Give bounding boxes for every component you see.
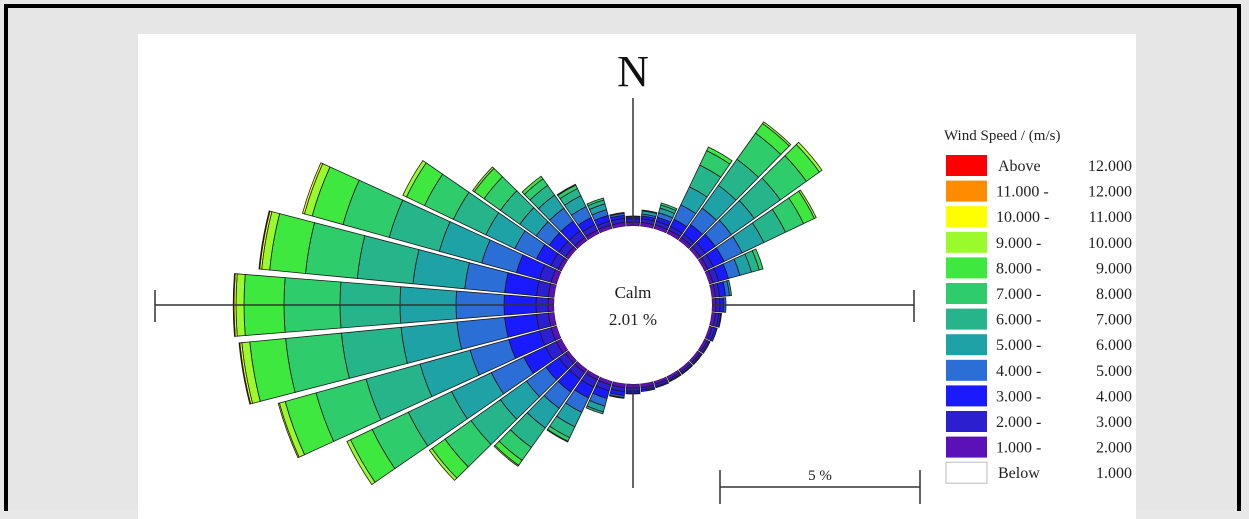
petal-segment	[402, 160, 427, 198]
legend-lower-label: 8.000 -	[996, 260, 1041, 277]
petal-segment	[726, 279, 732, 297]
petal-segment	[660, 202, 678, 212]
petal-segment	[761, 121, 792, 147]
petal-segment	[301, 162, 324, 215]
petal-segment	[717, 313, 723, 328]
legend-upper-label: 10.000	[1088, 235, 1132, 252]
petal-segment	[521, 175, 544, 196]
petal-segment	[346, 439, 376, 486]
legend-lower-label: 5.000 -	[996, 337, 1041, 354]
petal-segment	[232, 273, 236, 337]
petal-segment	[493, 444, 520, 467]
legend-lower-label: 9.000 -	[996, 235, 1041, 252]
chart-panel: N Calm 2.01 % 5 % Wind Speed / (m/s) Abo…	[138, 34, 1136, 519]
petal-segment	[586, 197, 605, 207]
petal-segment	[795, 141, 823, 173]
legend-swatch	[946, 155, 987, 176]
legend-upper-label: 9.000	[1096, 260, 1132, 277]
legend-upper-label: 7.000	[1096, 312, 1132, 329]
petal-segment	[640, 387, 656, 393]
scale-label: 5 %	[808, 468, 832, 484]
petal-segment	[609, 394, 625, 399]
legend-upper-label: 12.000	[1088, 158, 1132, 175]
petal-segment	[556, 183, 577, 196]
petal-segment	[710, 327, 718, 342]
petal-segment	[681, 364, 694, 375]
petal-segment	[609, 211, 625, 217]
legend-lower-label: Above	[998, 158, 1041, 175]
legend-lower-label: 6.000 -	[996, 312, 1041, 329]
legend-upper-label: 2.000	[1096, 440, 1132, 457]
petal-segment	[798, 189, 817, 220]
petal-segment	[285, 332, 350, 393]
calm-value: 2.01 %	[609, 310, 657, 329]
legend-upper-label: 12.000	[1088, 184, 1132, 201]
wind-rose-chart: N Calm 2.01 % 5 % Wind Speed / (m/s) Abo…	[154, 47, 1132, 504]
petal-segment	[428, 447, 458, 481]
legend-swatch	[946, 385, 987, 407]
petal-segment	[751, 248, 764, 271]
petal-segment	[701, 340, 711, 354]
petal-segment	[585, 405, 604, 415]
petal-segment	[472, 166, 495, 193]
calm-circle	[554, 226, 712, 384]
legend-swatch	[946, 308, 987, 330]
legend-upper-label: 3.000	[1096, 414, 1132, 431]
legend-upper-label: 5.000	[1096, 363, 1132, 380]
calm-label: Calm	[615, 283, 652, 302]
legend-lower-label: Below	[998, 465, 1040, 482]
petal-segment	[641, 209, 658, 214]
legend-swatch	[946, 231, 987, 253]
petal-segment	[258, 210, 271, 270]
legend-swatch	[946, 206, 987, 228]
petal-segment	[706, 146, 733, 165]
legend-swatch	[946, 334, 987, 356]
legend-swatch	[946, 180, 987, 202]
petal-segment	[277, 402, 300, 459]
legend-swatch	[946, 436, 987, 458]
legend-swatch	[945, 461, 988, 484]
legend-lower-label: 11.000 -	[996, 184, 1049, 201]
petal-segment	[546, 428, 569, 443]
window-frame: N Calm 2.01 % 5 % Wind Speed / (m/s) Abo…	[4, 4, 1241, 519]
legend-lower-label: 3.000 -	[996, 388, 1041, 405]
petal-segment	[668, 373, 682, 383]
scale-bar: 5 %	[719, 468, 921, 504]
petal-segment	[692, 353, 703, 366]
legend-upper-label: 4.000	[1096, 388, 1132, 405]
legend-swatch	[946, 257, 987, 279]
legend-lower-label: 7.000 -	[996, 286, 1041, 303]
legend-title: Wind Speed / (m/s)	[944, 128, 1060, 144]
legend-lower-label: 1.000 -	[996, 440, 1041, 457]
legend-swatch	[946, 359, 987, 381]
legend-upper-label: 1.000	[1096, 465, 1132, 482]
legend-lower-label: 10.000 -	[996, 209, 1049, 226]
legend-upper-label: 8.000	[1096, 286, 1132, 303]
legend: Wind Speed / (m/s) Above 12.000 11.000 - 12…	[944, 128, 1132, 484]
legend-upper-label: 11.000	[1089, 209, 1132, 226]
legend-upper-label: 6.000	[1096, 337, 1132, 354]
legend-lower-label: 2.000 -	[996, 414, 1041, 431]
petal-segment	[238, 342, 252, 405]
legend-swatch	[946, 411, 987, 432]
legend-swatch	[946, 283, 987, 304]
rose-petals	[232, 121, 823, 486]
petal-segment	[655, 381, 670, 389]
north-label: N	[617, 47, 649, 96]
legend-lower-label: 4.000 -	[996, 363, 1041, 380]
petal-segment	[305, 222, 366, 279]
